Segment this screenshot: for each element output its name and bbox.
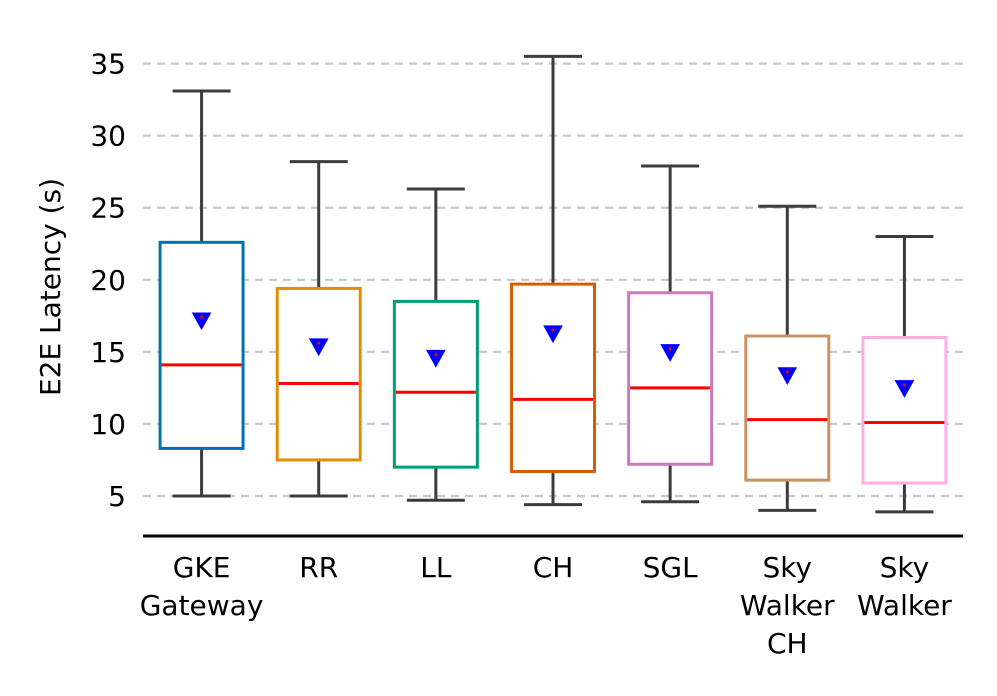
mean-marker bbox=[543, 325, 563, 344]
x-category-label: CH bbox=[533, 551, 574, 584]
iqr-box bbox=[627, 291, 714, 466]
mean-dot bbox=[902, 383, 906, 387]
x-category-label: Sky Walker bbox=[857, 551, 952, 622]
x-category-label-line: LL bbox=[420, 551, 452, 584]
x-category-label-line: Walker bbox=[740, 589, 835, 622]
x-category-label: LL bbox=[420, 551, 452, 584]
x-category-label: SGL bbox=[643, 551, 698, 584]
x-category-label: GKE Gateway bbox=[140, 551, 264, 622]
y-tick-label-10: 10 bbox=[90, 408, 126, 441]
y-tick-label-25: 25 bbox=[90, 192, 126, 225]
box-group-7 bbox=[861, 235, 948, 514]
x-category-label-line: CH bbox=[767, 627, 808, 660]
x-category-label: Sky Walker CH bbox=[740, 551, 835, 660]
x-category-label-line: Gateway bbox=[140, 589, 264, 622]
x-category-label-line: Sky bbox=[880, 551, 930, 584]
iqr-box bbox=[510, 282, 596, 473]
mean-marker bbox=[191, 312, 212, 331]
y-tick-label-20: 20 bbox=[90, 264, 126, 297]
x-category-label: RR bbox=[299, 551, 338, 584]
box-group-4 bbox=[510, 54, 596, 507]
mean-marker bbox=[308, 338, 329, 357]
mean-dot bbox=[434, 353, 438, 357]
x-category-label-line: SGL bbox=[643, 551, 698, 584]
box-group-1 bbox=[158, 89, 245, 498]
axis-layer: 5 10 15 20 25 30 35 GKE Gateway RR LL CH SGL Sky Walke… bbox=[90, 48, 963, 660]
y-tick-label-30: 30 bbox=[90, 120, 126, 153]
y-axis-title: E2E Latency (s) bbox=[34, 178, 67, 396]
box-group-3 bbox=[392, 187, 479, 502]
box-layer bbox=[158, 54, 948, 514]
iqr-box bbox=[392, 299, 479, 469]
y-tick-label-35: 35 bbox=[90, 48, 126, 81]
mean-dot bbox=[668, 347, 672, 351]
mean-dot bbox=[785, 370, 789, 374]
iqr-box bbox=[861, 335, 948, 485]
x-category-label-line: GKE bbox=[173, 551, 231, 584]
mean-dot bbox=[551, 328, 555, 332]
x-category-label-line: Sky bbox=[763, 551, 813, 584]
box-group-6 bbox=[744, 204, 831, 512]
x-category-label-line: Walker bbox=[857, 589, 952, 622]
y-tick-label-15: 15 bbox=[90, 336, 126, 369]
mean-dot bbox=[317, 341, 321, 345]
box-group-5 bbox=[627, 164, 714, 504]
y-tick-label-5: 5 bbox=[108, 480, 126, 513]
iqr-box bbox=[744, 334, 831, 482]
mean-dot bbox=[200, 315, 204, 319]
mean-marker bbox=[894, 380, 915, 398]
mean-marker bbox=[660, 344, 680, 362]
iqr-box bbox=[275, 286, 362, 462]
iqr-box bbox=[158, 240, 245, 450]
x-category-label-line: CH bbox=[533, 551, 574, 584]
mean-marker bbox=[777, 367, 798, 385]
box-group-2 bbox=[275, 160, 362, 498]
mean-marker bbox=[426, 349, 446, 368]
x-category-label-line: RR bbox=[299, 551, 338, 584]
